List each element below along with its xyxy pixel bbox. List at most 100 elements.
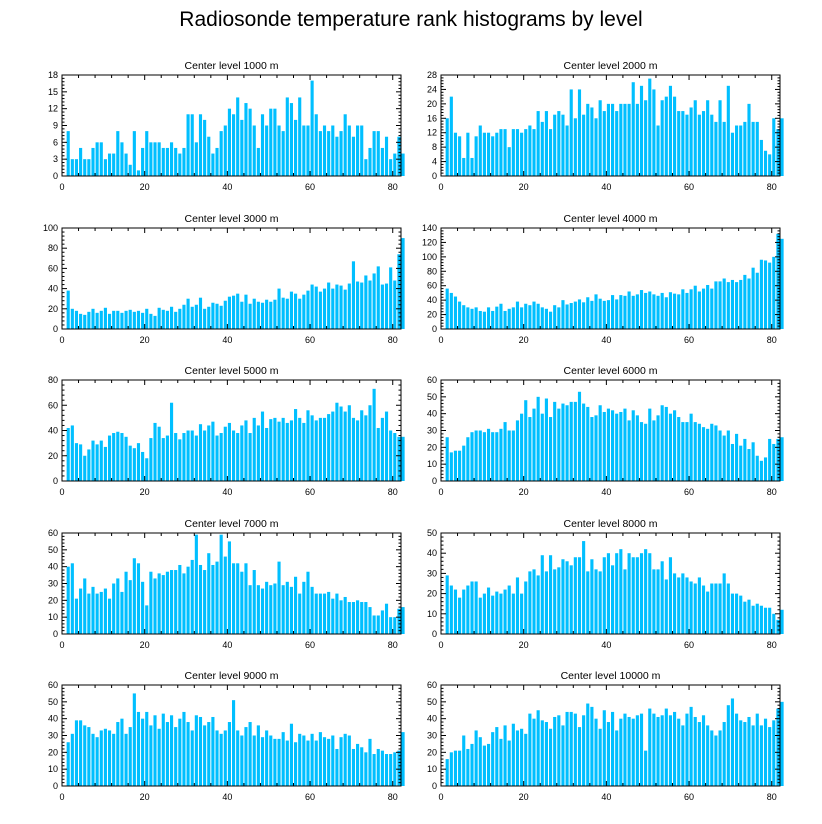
histogram-bar bbox=[351, 602, 356, 634]
histogram-bar bbox=[573, 401, 577, 481]
histogram-bar bbox=[648, 708, 652, 786]
histogram-bar bbox=[124, 571, 128, 634]
histogram-bar bbox=[478, 310, 482, 329]
histogram-bar bbox=[673, 573, 677, 634]
histogram-bar bbox=[265, 427, 269, 481]
histogram-bar bbox=[347, 735, 351, 786]
y-tick-label: 80 bbox=[48, 243, 58, 253]
histogram-bar bbox=[232, 430, 236, 481]
histogram-bar bbox=[611, 295, 615, 329]
x-tick-label: 0 bbox=[59, 487, 64, 497]
panel-8: Center level 8000 m 0 20 40 60 80 0 10 20 30 40 50 bbox=[427, 518, 784, 650]
histogram-bar bbox=[120, 142, 124, 176]
y-tick-label: 20 bbox=[48, 451, 58, 461]
histogram-bar bbox=[486, 428, 491, 481]
histogram-bar bbox=[99, 730, 103, 786]
histogram-bar bbox=[79, 588, 83, 634]
histogram-bar bbox=[232, 563, 236, 634]
x-tick-label: 80 bbox=[388, 335, 398, 345]
histogram-bar bbox=[364, 752, 368, 786]
histogram-bar bbox=[132, 131, 136, 176]
histogram-bar bbox=[153, 715, 157, 786]
histogram-bar bbox=[87, 159, 91, 176]
histogram-bar bbox=[743, 438, 747, 481]
histogram-bar bbox=[145, 458, 149, 481]
histogram-bar bbox=[190, 306, 194, 329]
histogram-bar bbox=[141, 718, 145, 786]
x-tick-label: 20 bbox=[140, 640, 150, 650]
histogram-bar bbox=[331, 288, 335, 329]
x-tick-label: 20 bbox=[140, 487, 150, 497]
histogram-bar bbox=[178, 308, 182, 329]
y-tick-label: 30 bbox=[48, 579, 58, 589]
histogram-bar bbox=[132, 558, 136, 634]
histogram-bar bbox=[145, 711, 149, 786]
histogram-bar bbox=[718, 100, 722, 176]
histogram-bar bbox=[747, 449, 751, 481]
histogram-bar bbox=[289, 103, 294, 176]
histogram-bar bbox=[606, 300, 610, 329]
histogram-bar bbox=[611, 103, 615, 176]
histogram-bar bbox=[660, 292, 664, 329]
histogram-bar bbox=[186, 722, 190, 786]
histogram-bar bbox=[772, 720, 776, 786]
histogram-bar bbox=[310, 415, 314, 481]
histogram-bar bbox=[149, 313, 153, 329]
histogram-bar bbox=[103, 588, 107, 634]
histogram-bar bbox=[623, 408, 627, 481]
histogram-bar bbox=[145, 308, 149, 329]
histogram-bar bbox=[706, 725, 710, 786]
y-tick-label: 20 bbox=[427, 589, 437, 599]
histogram-bar bbox=[755, 603, 759, 634]
histogram-bar bbox=[178, 439, 182, 481]
histogram-bar bbox=[458, 750, 462, 786]
histogram-bar bbox=[161, 575, 165, 634]
y-tick-label: 20 bbox=[427, 310, 437, 320]
histogram-bar bbox=[611, 711, 615, 786]
y-tick-label: 40 bbox=[427, 714, 437, 724]
histogram-bar bbox=[169, 306, 174, 329]
histogram-bar bbox=[360, 602, 364, 634]
histogram-bar bbox=[227, 422, 231, 481]
plot-frame bbox=[61, 227, 402, 330]
histogram-bar bbox=[730, 279, 735, 329]
histogram-bar bbox=[644, 549, 648, 634]
panel-9: Center level 9000 m 0 20 40 60 80 0 10 20 30 40 50 6… bbox=[48, 670, 405, 802]
x-tick-label: 40 bbox=[222, 335, 232, 345]
x-tick-label: 20 bbox=[519, 487, 529, 497]
histogram-bar bbox=[735, 125, 739, 176]
histogram-bar bbox=[706, 428, 710, 481]
histogram-bar bbox=[227, 722, 231, 786]
panel-4: Center level 4000 m 0 20 40 60 80 0 20 40 60 80 100… bbox=[422, 213, 784, 345]
histogram-bar bbox=[503, 725, 507, 786]
histogram-bar bbox=[145, 131, 149, 176]
histogram-bar bbox=[482, 593, 486, 634]
histogram-bar bbox=[66, 290, 70, 329]
x-tick-label: 60 bbox=[305, 792, 315, 802]
histogram-bar bbox=[528, 571, 532, 634]
histogram-bar bbox=[458, 136, 462, 176]
histogram-bar bbox=[548, 311, 553, 329]
histogram-bar bbox=[445, 759, 449, 786]
histogram-bar bbox=[668, 557, 673, 634]
histogram-bar bbox=[174, 311, 178, 329]
histogram-bar bbox=[470, 432, 474, 481]
histogram-bar bbox=[364, 159, 368, 176]
histogram-bar bbox=[639, 290, 644, 329]
histogram-bar bbox=[240, 301, 244, 329]
y-tick-label: 28 bbox=[427, 70, 437, 80]
histogram-bar bbox=[74, 598, 79, 634]
histogram-bar bbox=[735, 713, 739, 786]
y-tick-label: 30 bbox=[427, 568, 437, 578]
histogram-bar bbox=[602, 411, 606, 481]
histogram-bar bbox=[240, 571, 244, 634]
histogram-bar bbox=[462, 305, 466, 329]
histogram-bar bbox=[384, 283, 389, 329]
y-tick-label: 60 bbox=[48, 263, 58, 273]
histogram-bar bbox=[273, 108, 277, 176]
histogram-bar bbox=[198, 114, 203, 176]
histogram-bar bbox=[103, 307, 107, 329]
histogram-bar bbox=[343, 733, 347, 786]
histogram-bar bbox=[360, 282, 364, 329]
y-tick-label: 40 bbox=[427, 295, 437, 305]
